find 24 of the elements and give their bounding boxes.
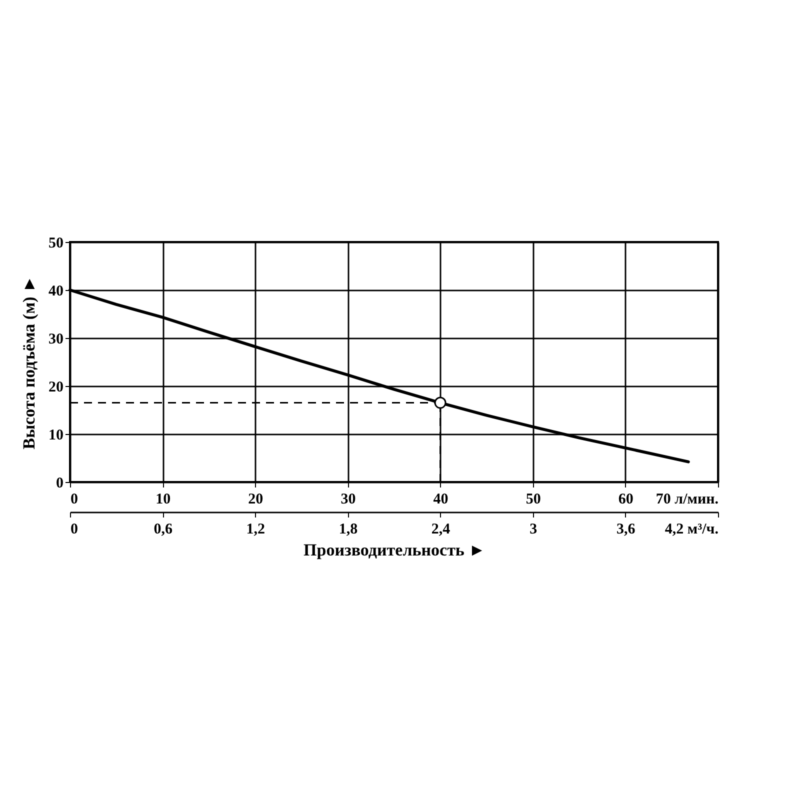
x2-tick-label: 2,4 — [431, 522, 451, 538]
x2-tick-label: 1,2 — [246, 522, 266, 538]
x-tick-label: 70 л/мин. — [656, 492, 719, 508]
y-tick-label: 20 — [48, 380, 64, 396]
x2-tick-label: 4,2 м³/ч. — [664, 522, 719, 538]
y-tick-label: 0 — [56, 476, 64, 492]
x-tick-label: 0 — [70, 492, 78, 508]
y-tick-label: 30 — [48, 332, 64, 348]
y-tick-label: 50 — [48, 236, 64, 252]
x-tick-label: 50 — [526, 492, 541, 508]
x2-tick-label: 1,8 — [338, 522, 358, 538]
x-tick-label: 40 — [433, 492, 448, 508]
y-tick-label: 40 — [48, 284, 64, 300]
y-axis-title: Высота подъёма (м) ► — [20, 276, 38, 450]
x2-tick-label: 3,6 — [616, 522, 636, 538]
x2-tick-label: 0,6 — [154, 522, 173, 538]
x-tick-label: 20 — [248, 492, 264, 508]
x2-tick-label: 3 — [530, 522, 538, 538]
x-axis-title: Производительность ► — [304, 540, 486, 560]
y-tick-label: 10 — [48, 428, 64, 444]
x-tick-label: 60 — [618, 492, 634, 508]
x-tick-label: 30 — [340, 492, 356, 508]
x2-tick-label: 0 — [70, 522, 78, 538]
x-tick-label: 10 — [156, 492, 171, 508]
